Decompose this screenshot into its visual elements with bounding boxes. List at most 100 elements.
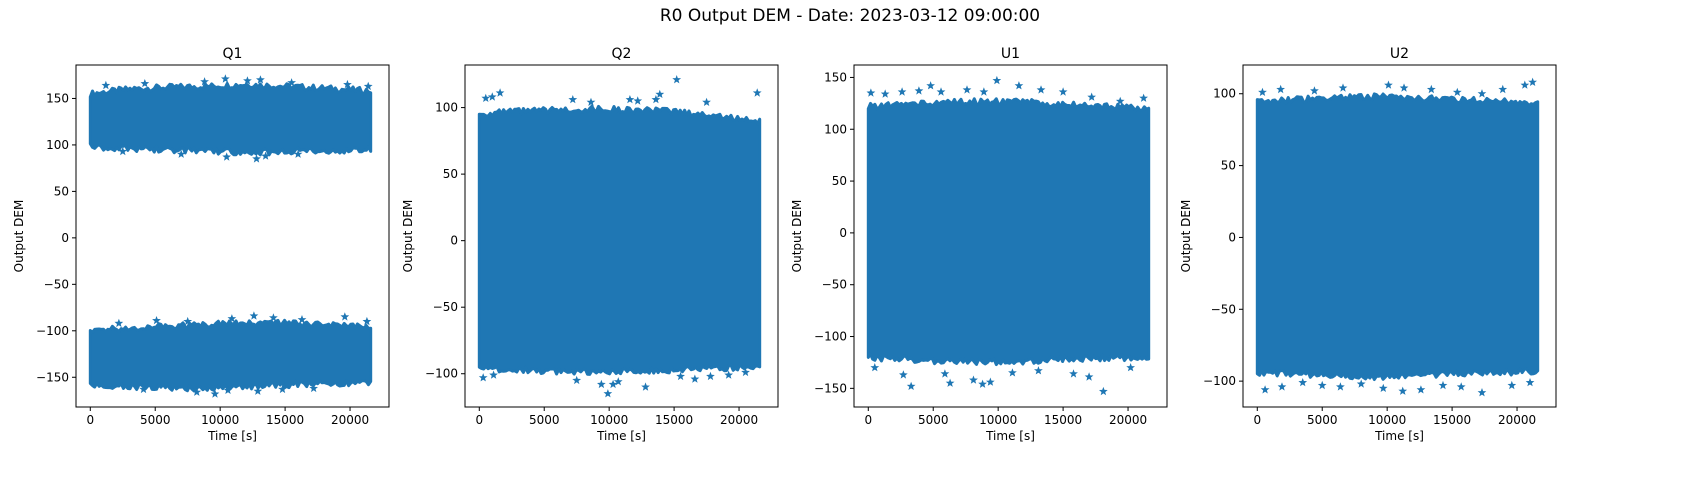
- y-tick-label: −50: [822, 278, 847, 292]
- scatter-point: [676, 371, 685, 381]
- x-axis-label: Time [s]: [985, 429, 1035, 443]
- scatter-point: [140, 79, 150, 88]
- scatter-point: [940, 369, 950, 378]
- y-tick-label: 100: [46, 138, 69, 152]
- subplot-title: Q1: [223, 46, 243, 62]
- scatter-point: [1378, 383, 1388, 392]
- scatter-point: [1277, 382, 1287, 391]
- scatter-point-cloud: [1255, 92, 1540, 381]
- scatter-point: [936, 87, 946, 96]
- scatter-point: [752, 88, 762, 97]
- scatter-point: [261, 151, 270, 160]
- scatter-point: [870, 363, 880, 372]
- x-tick-label: 15000: [266, 413, 304, 427]
- x-tick-label: 10000: [979, 413, 1017, 427]
- scatter-point: [118, 146, 128, 156]
- scatter-point: [293, 149, 303, 158]
- x-axis-label: Time [s]: [596, 429, 646, 443]
- scatter-point: [706, 371, 715, 381]
- y-tick-label: 150: [46, 91, 69, 105]
- y-tick-label: 150: [824, 70, 847, 84]
- scatter-point: [176, 149, 186, 158]
- scatter-point: [1384, 80, 1393, 89]
- scatter-point: [362, 316, 372, 326]
- scatter-point: [1036, 85, 1046, 94]
- y-tick-label: 0: [839, 226, 847, 240]
- scatter-point: [914, 86, 924, 95]
- scatter-point: [1528, 77, 1537, 86]
- scatter-point: [139, 384, 148, 394]
- scatter-point: [1276, 84, 1285, 94]
- scatter-point: [899, 370, 908, 379]
- scatter-point: [269, 313, 278, 322]
- scatter-point: [1416, 385, 1426, 394]
- scatter-point: [1069, 369, 1078, 378]
- x-tick-label: 20000: [1498, 413, 1536, 427]
- scatter-point: [690, 374, 700, 383]
- scatter-point: [210, 389, 220, 398]
- scatter-point: [572, 375, 582, 385]
- scatter-point: [1034, 366, 1043, 375]
- x-tick-label: 5000: [1307, 413, 1338, 427]
- scatter-point: [1356, 379, 1366, 388]
- x-tick-label: 0: [475, 413, 483, 427]
- scatter-point-cloud: [88, 82, 373, 157]
- scatter-point: [1520, 80, 1530, 89]
- axes-frame: [75, 64, 390, 408]
- scatter-point: [1477, 388, 1487, 397]
- y-tick-label: 100: [435, 101, 458, 115]
- scatter-point: [114, 318, 124, 328]
- scatter-point: [183, 316, 193, 326]
- y-axis-label: Output DEM: [12, 200, 26, 273]
- scatter-point: [1126, 363, 1135, 372]
- x-tick-label: 5000: [529, 413, 560, 427]
- scatter-point: [866, 88, 876, 97]
- scatter-point: [1338, 83, 1348, 92]
- scatter-point: [152, 316, 161, 325]
- scatter-point: [986, 377, 995, 386]
- scatter-point: [613, 377, 623, 386]
- scatter-point: [897, 87, 907, 96]
- x-axis-label: Time [s]: [207, 429, 257, 443]
- scatter-point: [297, 315, 307, 324]
- scatter-point: [672, 75, 682, 84]
- scatter-point: [945, 378, 955, 387]
- scatter-point: [343, 79, 352, 89]
- scatter-point: [597, 379, 606, 389]
- scatter-point: [702, 97, 711, 106]
- scatter-point: [1014, 81, 1024, 90]
- subplot-title: Q2: [612, 46, 632, 62]
- scatter-point: [1115, 96, 1125, 105]
- x-tick-label: 0: [1253, 413, 1261, 427]
- scatter-point: [489, 370, 498, 379]
- scatter-point: [278, 384, 287, 394]
- scatter-point: [1139, 93, 1148, 102]
- subplot-title: U2: [1390, 46, 1409, 62]
- y-tick-label: 50: [832, 174, 847, 188]
- scatter-point: [221, 74, 230, 83]
- scatter-point: [1084, 372, 1094, 381]
- y-tick-label: 100: [824, 122, 847, 136]
- scatter-point: [256, 75, 265, 84]
- axes-frame: [1242, 64, 1557, 408]
- y-tick-label: −100: [1203, 374, 1236, 388]
- scatter-point: [724, 370, 733, 379]
- scatter-point: [478, 373, 488, 382]
- scatter-point-cloud: [88, 318, 373, 393]
- y-axis-label: Output DEM: [790, 200, 804, 273]
- scatter-point: [101, 80, 111, 90]
- scatter-point: [608, 379, 618, 389]
- scatter-point: [962, 85, 972, 94]
- subplot-u2: 0 5000 10000 15000 20000 −100 −50 0 50 100 U2 Time …: [1179, 46, 1557, 443]
- scatter-point: [1058, 87, 1068, 96]
- y-axis-label: Output DEM: [1179, 200, 1193, 273]
- scatter-point: [603, 389, 613, 398]
- scatter-point: [363, 81, 373, 91]
- scatter-point: [979, 87, 989, 96]
- y-tick-label: −50: [1211, 302, 1236, 316]
- scatter-point: [1398, 386, 1408, 395]
- scatter-point: [1258, 87, 1267, 96]
- scatter-point: [641, 382, 650, 391]
- x-tick-label: 10000: [590, 413, 628, 427]
